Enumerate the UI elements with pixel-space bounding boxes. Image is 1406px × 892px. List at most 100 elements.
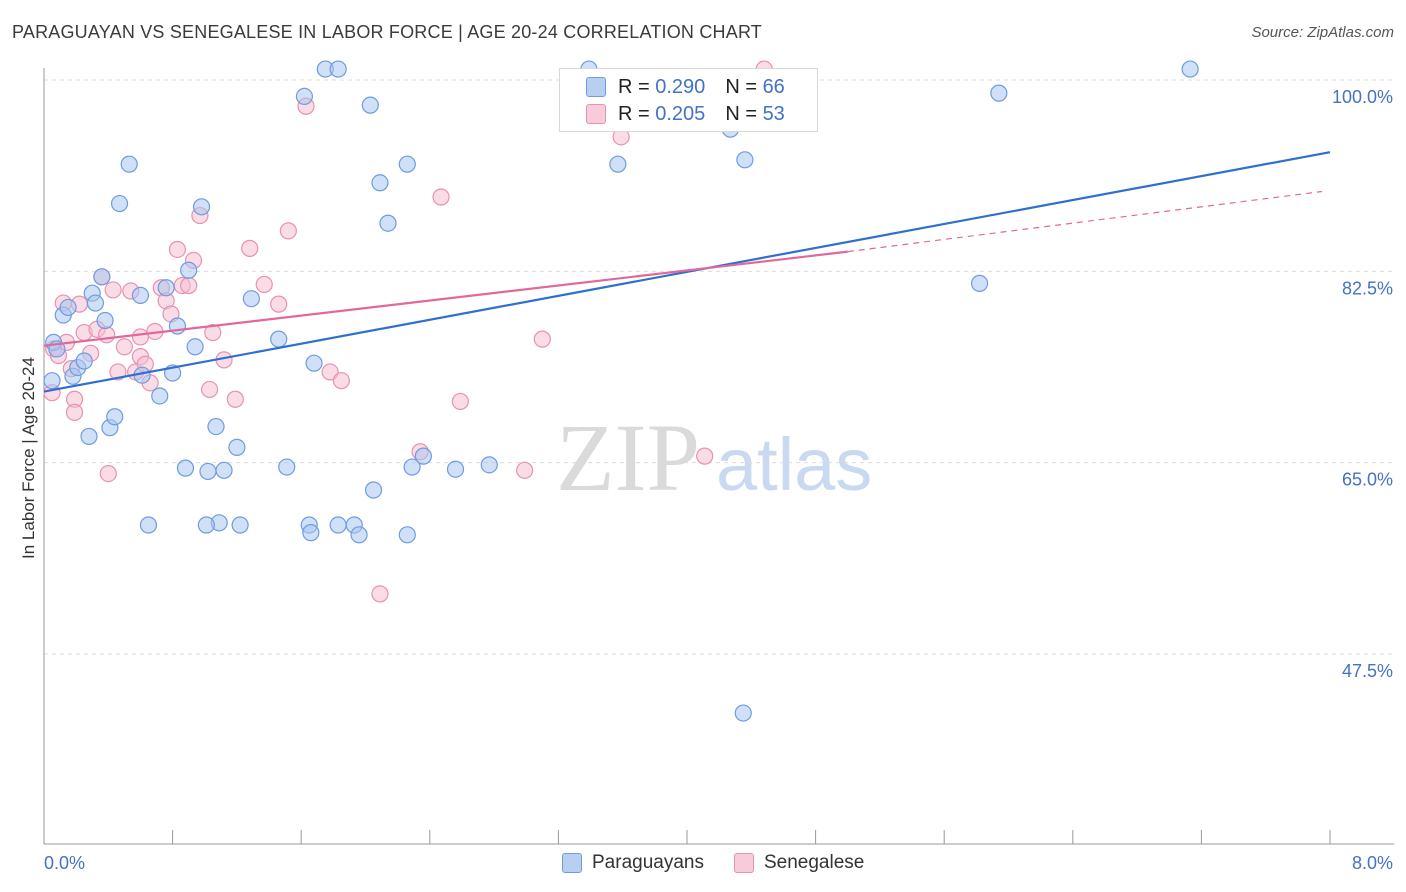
paraguayans-point <box>329 60 347 78</box>
senegalese-point <box>168 240 187 259</box>
paraguayans-point <box>270 330 288 348</box>
chart-title: PARAGUAYAN VS SENEGALESE IN LABOR FORCE … <box>12 22 763 42</box>
senegalese-point <box>321 363 339 381</box>
paraguayans-point <box>120 155 138 173</box>
legend-row-senegalese: R = 0.205 N = 53 <box>586 102 785 126</box>
senegalese-point <box>270 295 288 313</box>
paraguayans-point <box>278 458 296 476</box>
legend-r-value: 0.290 <box>655 75 706 98</box>
series-swatch-pink <box>733 853 754 873</box>
paraguayans-point <box>96 311 114 330</box>
paraguayans-point <box>157 279 175 297</box>
x-tick-label-max: 8.0% <box>1352 853 1393 873</box>
paraguayans-point <box>305 354 323 372</box>
paraguayans-trend-line <box>43 151 1331 393</box>
paraguayans-point <box>139 516 158 534</box>
legend-n-label: N = <box>725 75 763 98</box>
paraguayans-point <box>80 427 98 446</box>
paraguayans-point <box>75 352 93 370</box>
series-legend-senegalese[interactable]: Senegalese <box>733 852 865 874</box>
paraguayans-point <box>371 174 389 192</box>
senegalese-point <box>332 372 350 390</box>
paraguayans-point <box>398 155 416 173</box>
paraguayans-point <box>151 387 169 405</box>
axes <box>43 68 1394 845</box>
paraguayans-point <box>228 438 246 456</box>
senegalese-point <box>65 403 84 421</box>
legend-n-value: 53 <box>762 102 785 125</box>
paraguayans-point <box>131 286 150 304</box>
senegalese-point <box>432 188 450 206</box>
paraguayans-point <box>329 516 347 534</box>
senegalese-point <box>226 390 244 408</box>
legend-n-value: 66 <box>762 75 785 98</box>
watermark-zip: ZIP <box>556 404 700 511</box>
paraguayans-point <box>207 417 225 436</box>
x-axis-ticks <box>172 830 1331 844</box>
senegalese-point <box>180 276 198 295</box>
senegalese-point <box>115 338 133 356</box>
senegalese-trend-extension <box>847 190 1323 253</box>
paraguayans-point <box>990 84 1008 102</box>
legend-swatch-blue <box>586 77 606 97</box>
senegalese-trend-line <box>43 250 848 347</box>
senegalese-point <box>104 281 122 299</box>
paraguayans-point <box>1181 60 1199 78</box>
paraguayans-point <box>180 261 198 279</box>
paraguayans-point <box>379 214 397 232</box>
paraguayans-point <box>364 481 383 499</box>
paraguayans-point <box>93 268 111 286</box>
paraguayans-point <box>106 408 124 426</box>
senegalese-point <box>98 326 116 344</box>
y-tick-label: 100.0% <box>1332 87 1393 107</box>
paraguayans-point <box>231 516 249 534</box>
senegalese-point <box>255 275 273 294</box>
y-axis-label: In Labor Force | Age 20-24 <box>19 357 38 559</box>
legend-r-value: 0.205 <box>655 102 706 125</box>
senegalese-point <box>533 330 551 348</box>
senegalese-point <box>99 465 117 483</box>
legend-swatch-pink <box>586 104 606 124</box>
senegalese-point <box>451 392 469 411</box>
watermark-atlas: atlas <box>716 423 872 506</box>
series-legend-label: Senegalese <box>763 852 865 873</box>
correlation-legend: R = 0.290 N = 66 R = 0.205 N = 53 <box>559 68 818 132</box>
paraguayans-point <box>361 96 379 114</box>
series-legend-paraguayans[interactable]: Paraguayans <box>562 852 704 874</box>
y-tick-label: 65.0% <box>1342 470 1393 490</box>
y-tick-label: 47.5% <box>1342 661 1393 681</box>
gridlines <box>44 79 1394 655</box>
senegalese-point <box>279 222 297 240</box>
senegalese-point <box>696 447 714 465</box>
y-axis-tick-labels: 100.0% 82.5% 65.0% 47.5% <box>1332 87 1393 681</box>
paraguayans-point <box>609 155 627 173</box>
x-tick-label-min: 0.0% <box>44 853 85 873</box>
legend-r-label: R = <box>618 102 656 125</box>
series-swatch-blue <box>562 853 582 873</box>
legend-r-label: R = <box>618 75 656 98</box>
senegalese-point <box>200 380 219 399</box>
senegalese-point <box>204 323 222 342</box>
paraguayans-point <box>186 338 204 356</box>
paraguayans-point <box>736 151 754 169</box>
paraguayans-point <box>176 459 195 477</box>
senegalese-point <box>109 363 127 381</box>
trend-lines <box>43 151 1331 393</box>
paraguayans-point <box>197 516 215 534</box>
paraguayans-point <box>59 298 77 317</box>
series-legend: Paraguayans Senegalese <box>562 852 894 874</box>
senegalese-point <box>131 328 150 346</box>
paraguayans-point <box>480 456 498 474</box>
series-legend-label: Paraguayans <box>592 852 704 873</box>
paraguayans-point <box>414 447 432 465</box>
paraguayans-point <box>302 524 320 542</box>
senegalese-point <box>241 239 259 257</box>
paraguayans-point <box>242 290 260 308</box>
source-credit: Source: ZipAtlas.com <box>1251 24 1394 41</box>
senegalese-point <box>516 461 534 479</box>
paraguayans-point <box>192 198 211 216</box>
paraguayans-point <box>403 458 421 476</box>
paraguayans-point <box>43 372 61 390</box>
paraguayans-point <box>398 526 416 544</box>
paraguayans-point <box>295 87 314 106</box>
